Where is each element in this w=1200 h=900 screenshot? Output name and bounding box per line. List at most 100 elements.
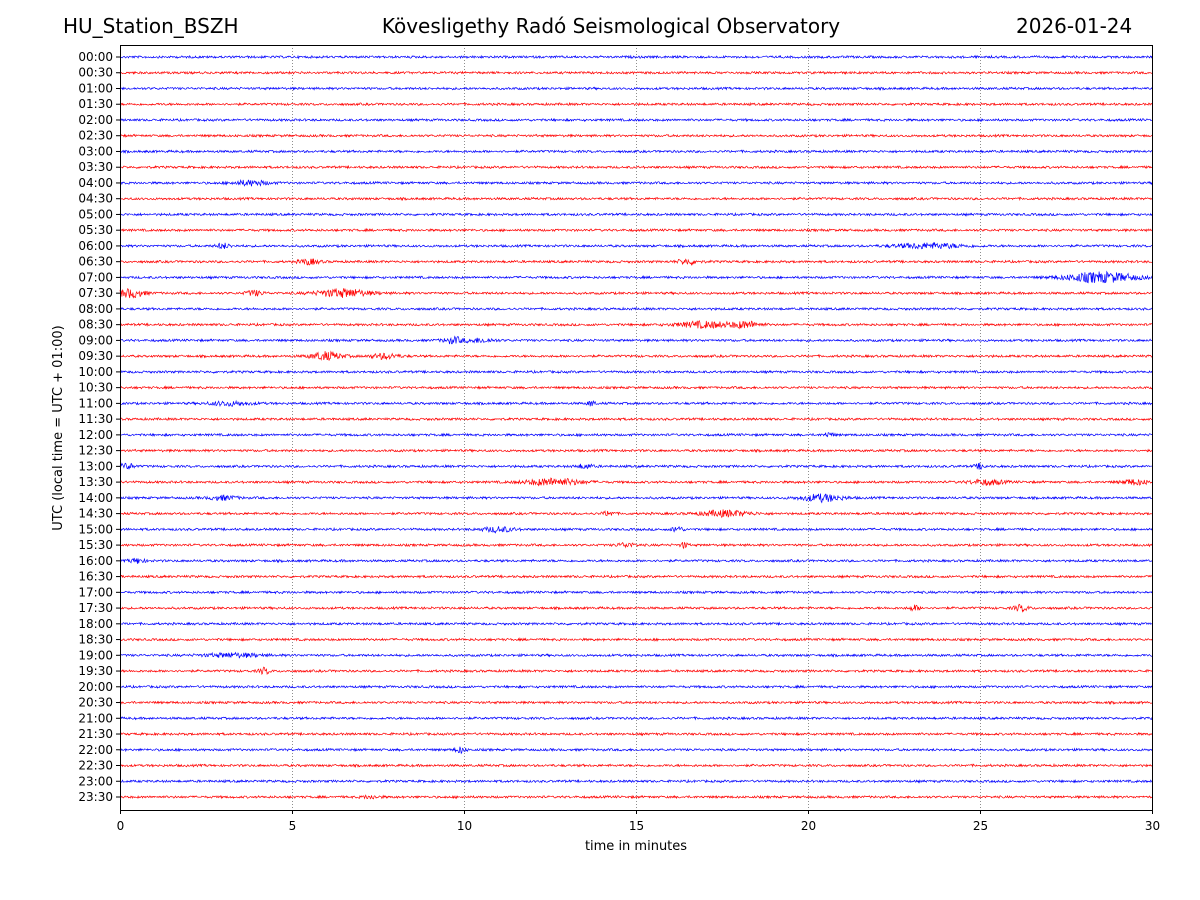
trace-0830: [119, 319, 1153, 330]
y-tick-label: 23:30: [78, 790, 113, 804]
y-tick-label: 01:30: [78, 97, 113, 111]
trace-1700: [120, 589, 1153, 595]
y-tick-label: 03:30: [78, 160, 113, 174]
y-tick-label: 08:30: [78, 318, 113, 332]
grid-lines: [292, 45, 981, 810]
trace-0200: [119, 117, 1153, 123]
trace-2130: [119, 731, 1153, 737]
y-tick-label: 21:30: [78, 727, 113, 741]
y-tick-label: 21:00: [78, 711, 113, 725]
observatory-title: Kövesligethy Radó Seismological Observat…: [381, 14, 841, 38]
traces: [119, 54, 1153, 800]
trace-1530: [119, 541, 1153, 550]
trace-1600: [119, 557, 1153, 564]
trace-0230: [119, 133, 1153, 139]
y-tick-label: 07:30: [78, 286, 113, 300]
x-tick-label: 10: [457, 819, 472, 833]
trace-2300: [119, 778, 1153, 784]
trace-2030: [119, 700, 1153, 705]
y-tick-label: 10:00: [78, 365, 113, 379]
y-tick-label: 05:00: [78, 207, 113, 221]
y-tick-label: 17:30: [78, 601, 113, 615]
trace-0800: [119, 306, 1153, 312]
trace-2100: [119, 715, 1153, 721]
trace-0430: [119, 196, 1153, 202]
x-tick-label: 25: [973, 819, 988, 833]
y-tick-label: 12:30: [78, 444, 113, 458]
x-tick-label: 5: [289, 819, 297, 833]
y-tick-label: 22:30: [78, 759, 113, 773]
y-tick-label: 13:30: [78, 475, 113, 489]
x-axis-label: time in minutes: [585, 839, 687, 854]
trace-1730: [119, 603, 1153, 613]
trace-1500: [119, 525, 1153, 534]
y-tick-label: 15:00: [78, 522, 113, 536]
trace-1100: [119, 399, 1153, 408]
trace-1400: [119, 493, 1153, 504]
trace-2200: [119, 746, 1153, 755]
trace-0530: [119, 227, 1153, 233]
trace-0130: [119, 101, 1153, 107]
y-tick-label: 05:30: [78, 223, 113, 237]
y-tick-label: 02:30: [78, 129, 113, 143]
x-tick-label: 0: [117, 819, 125, 833]
y-tick-label: 16:30: [78, 570, 113, 584]
trace-0700: [119, 270, 1153, 284]
y-tick-label: 11:30: [78, 412, 113, 426]
trace-0900: [119, 335, 1153, 345]
y-tick-label: 16:00: [78, 554, 113, 568]
trace-0330: [119, 164, 1153, 170]
y-tick-label: 08:00: [78, 302, 113, 316]
trace-1300: [119, 462, 1153, 470]
station-title: HU_Station_BSZH: [63, 14, 239, 38]
y-tick-label: 15:30: [78, 538, 113, 552]
y-tick-label: 09:30: [78, 349, 113, 363]
x-ticks: 0 5 10 15 20 25 30: [117, 810, 1160, 833]
y-tick-label: 20:30: [78, 696, 113, 710]
x-tick-label: 30: [1145, 819, 1160, 833]
y-tick-label: 03:00: [78, 144, 113, 158]
y-tick-label: 02:00: [78, 113, 113, 127]
y-tick-label: 10:30: [78, 381, 113, 395]
trace-0600: [119, 241, 1153, 250]
y-tick-label: 06:30: [78, 255, 113, 269]
trace-1130: [119, 416, 1153, 422]
y-tick-label: 01:00: [78, 81, 113, 95]
trace-0730: [119, 288, 1153, 299]
x-tick-label: 15: [629, 819, 644, 833]
trace-1230: [119, 448, 1153, 454]
y-tick-label: 09:00: [78, 333, 113, 347]
y-tick-label: 00:30: [78, 66, 113, 80]
trace-0000: [119, 54, 1153, 60]
trace-2230: [120, 763, 1153, 768]
trace-1800: [119, 621, 1153, 627]
y-tick-label: 04:30: [78, 192, 113, 206]
trace-1200: [119, 432, 1152, 438]
y-tick-label: 06:00: [78, 239, 113, 253]
y-tick-label: 12:00: [78, 428, 113, 442]
trace-0930: [119, 350, 1153, 361]
y-tick-label: 23:00: [78, 774, 113, 788]
trace-2000: [119, 684, 1153, 690]
y-tick-label: 22:00: [78, 743, 113, 757]
y-tick-label: 13:00: [78, 459, 113, 473]
trace-0300: [119, 148, 1153, 154]
trace-2330: [119, 794, 1153, 800]
trace-1930: [119, 666, 1153, 676]
trace-0500: [119, 211, 1153, 217]
trace-0100: [119, 86, 1153, 91]
trace-0630: [119, 258, 1153, 266]
trace-0030: [119, 70, 1153, 75]
y-tick-label: 04:00: [78, 176, 113, 190]
trace-0400: [119, 178, 1153, 187]
y-tick-label: 07:00: [78, 270, 113, 284]
y-tick-label: 19:30: [78, 664, 113, 678]
y-tick-label: 18:00: [78, 617, 113, 631]
trace-1900: [119, 651, 1153, 659]
trace-1000: [119, 369, 1153, 375]
trace-1330: [119, 477, 1153, 487]
x-tick-label: 20: [801, 819, 816, 833]
plot-frame: [120, 45, 1153, 811]
